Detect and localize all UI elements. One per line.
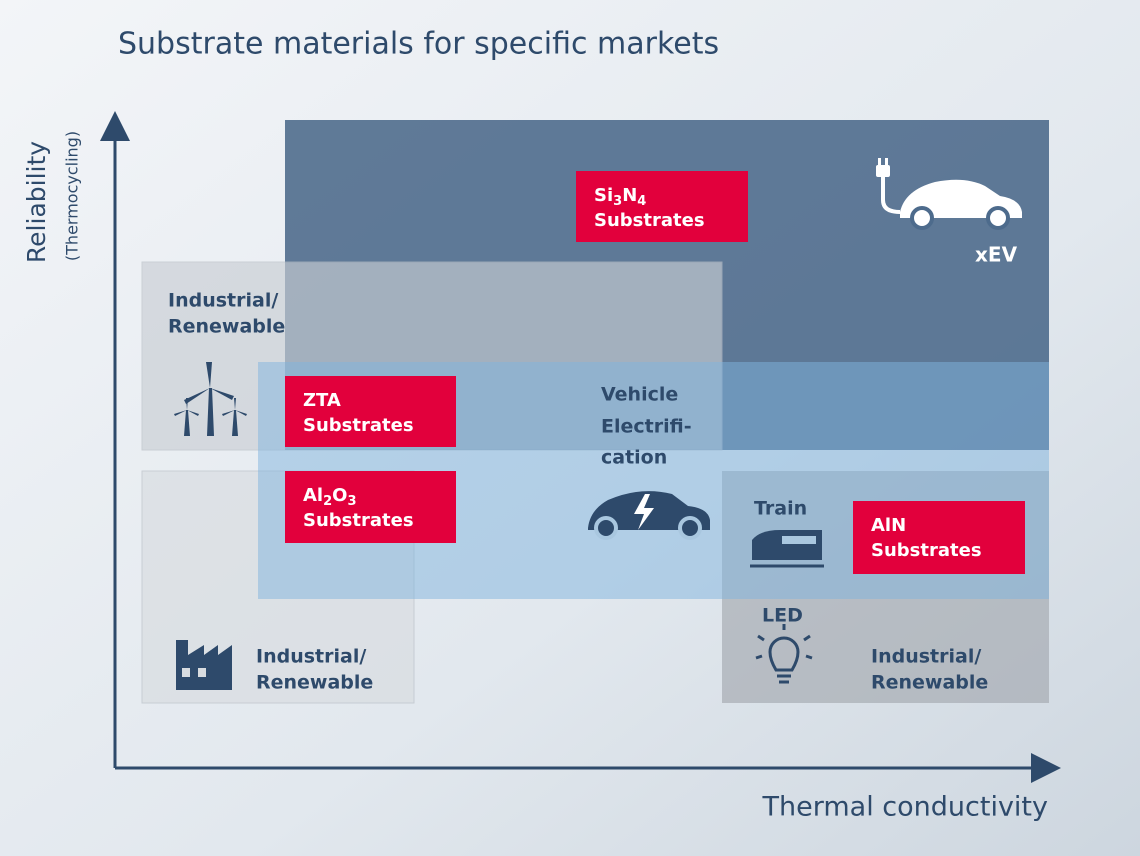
substrate-label: Substrates xyxy=(303,415,414,436)
formula-subscript: 3 xyxy=(613,194,622,209)
substrate-label: Substrates xyxy=(594,210,705,231)
formula-part: AlN xyxy=(871,515,906,536)
factory-icon xyxy=(176,640,232,690)
formula: Al2O3 xyxy=(303,485,357,509)
substrate-box xyxy=(285,471,456,543)
substrate-box xyxy=(853,501,1025,574)
formula-part: Si xyxy=(594,185,613,206)
formula: ZTA xyxy=(303,390,341,411)
y-axis-sublabel: (Thermocycling) xyxy=(63,131,82,261)
substrate-box xyxy=(576,171,748,242)
region-label: cation xyxy=(601,447,667,469)
region-label: LED xyxy=(762,605,803,627)
y-axis-label: Reliability xyxy=(22,141,51,263)
x-axis-label: Thermal conductivity xyxy=(762,792,1048,823)
region-label: Industrial/ xyxy=(168,290,278,312)
bulb-icon xyxy=(755,624,813,684)
formula-part: ZTA xyxy=(303,390,341,411)
formula-part: Al xyxy=(303,485,323,506)
formula-part: N xyxy=(622,185,637,206)
formula-part: O xyxy=(332,485,347,506)
ev-icon xyxy=(876,158,1022,230)
wind-icon xyxy=(174,362,247,436)
region-label: Industrial/ xyxy=(256,646,366,668)
formula: Si3N4 xyxy=(594,185,646,209)
region-label: Renewable xyxy=(256,672,373,694)
formula: AlN xyxy=(871,515,906,536)
car-icon xyxy=(588,491,710,540)
region-label: Industrial/ xyxy=(871,646,981,668)
region-label: Vehicle xyxy=(601,384,678,406)
substrate-label: Substrates xyxy=(871,540,982,561)
formula-subscript: 3 xyxy=(347,494,356,509)
substrate-label: Substrates xyxy=(303,510,414,531)
region-label: Renewable xyxy=(168,316,285,338)
substrate-box xyxy=(285,376,456,447)
xev-label: xEV xyxy=(975,243,1018,267)
title: Substrate materials for specific markets xyxy=(118,27,719,62)
region-label: Electrifi- xyxy=(601,416,692,438)
region-label: Train xyxy=(754,498,807,520)
formula-subscript: 2 xyxy=(323,494,332,509)
formula-subscript: 4 xyxy=(637,194,646,209)
region-label: Renewable xyxy=(871,672,988,694)
train-icon xyxy=(750,530,824,568)
